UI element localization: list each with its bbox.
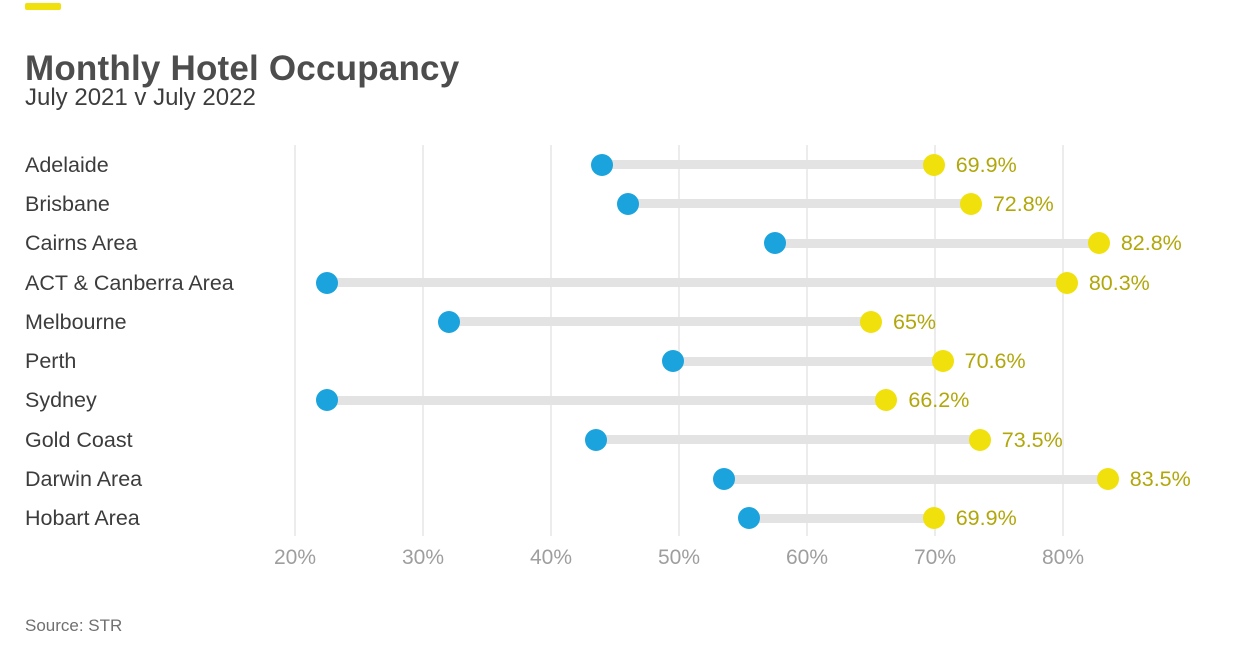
connector-bar	[602, 160, 934, 170]
value-label: 70.6%	[964, 349, 1026, 374]
dot-july-2022	[968, 428, 991, 451]
dot-july-2022	[922, 507, 945, 530]
value-label: 66.2%	[908, 388, 970, 413]
connector-bar	[749, 513, 934, 523]
dot-july-2021	[616, 192, 639, 215]
x-gridline	[1062, 145, 1064, 536]
x-axis-tick-label: 30%	[401, 546, 445, 569]
x-axis-tick-label: 60%	[785, 546, 829, 569]
dot-july-2021	[712, 468, 735, 491]
dot-july-2021	[584, 428, 607, 451]
dot-july-2022	[931, 350, 954, 373]
connector-bar	[327, 395, 887, 405]
dot-july-2022	[875, 389, 898, 412]
value-label: 73.5%	[1001, 427, 1063, 452]
dot-july-2022	[860, 310, 882, 333]
dot-july-2022	[959, 192, 982, 215]
category-label: Cairns Area	[25, 231, 138, 256]
dot-july-2021	[316, 271, 338, 294]
dot-july-2022	[1096, 468, 1119, 491]
value-label: 69.9%	[955, 506, 1017, 531]
x-gridline	[294, 145, 296, 536]
connector-bar	[672, 356, 943, 366]
dot-july-2022	[1087, 232, 1110, 255]
x-axis-tick-label: 80%	[1041, 546, 1085, 569]
value-label: 72.8%	[992, 191, 1054, 216]
connector-bar	[595, 435, 980, 445]
value-label: 80.3%	[1088, 270, 1150, 295]
x-gridline	[550, 145, 552, 536]
x-axis-tick-label: 20%	[273, 546, 317, 569]
value-label: 65%	[893, 309, 937, 334]
category-label: Gold Coast	[25, 427, 133, 452]
dot-july-2021	[316, 389, 338, 412]
dot-july-2021	[738, 507, 761, 530]
brand-accent-mark	[25, 3, 61, 10]
x-gridline	[934, 145, 936, 536]
category-label: Perth	[25, 349, 77, 374]
value-label: 82.8%	[1120, 231, 1182, 256]
x-axis-tick-label: 50%	[657, 546, 701, 569]
category-label: ACT & Canberra Area	[25, 270, 234, 295]
x-axis-tick-label: 70%	[913, 546, 957, 569]
dot-july-2022	[1055, 271, 1078, 294]
connector-bar	[723, 474, 1108, 484]
category-label: Brisbane	[25, 191, 110, 216]
dot-july-2022	[922, 153, 945, 176]
connector-bar	[775, 238, 1099, 248]
dot-july-2021	[437, 310, 460, 333]
connector-bar	[327, 278, 1067, 288]
chart-subtitle: July 2021 v July 2022	[25, 84, 256, 111]
x-gridline	[678, 145, 680, 536]
category-label: Darwin Area	[25, 467, 143, 492]
category-label: Melbourne	[25, 309, 127, 334]
category-label: Hobart Area	[25, 506, 140, 531]
source-note: Source: STR	[25, 616, 123, 635]
connector-bar	[448, 317, 871, 327]
connector-bar	[627, 199, 971, 209]
x-gridline	[806, 145, 808, 536]
category-label: Sydney	[25, 388, 97, 413]
dot-july-2021	[661, 350, 684, 373]
x-gridline	[422, 145, 424, 536]
chart-title: Monthly Hotel Occupancy	[25, 49, 460, 89]
dot-july-2021	[591, 153, 614, 176]
value-label: 69.9%	[955, 152, 1017, 177]
dot-july-2021	[764, 232, 786, 255]
category-label: Adelaide	[25, 152, 109, 177]
x-axis-tick-label: 40%	[529, 546, 573, 569]
value-label: 83.5%	[1129, 467, 1191, 492]
